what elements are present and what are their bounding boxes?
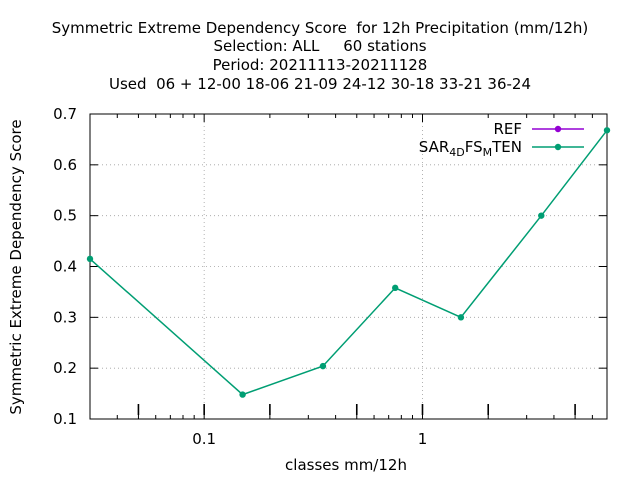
title-line-2: Selection: ALL 60 stations [213,37,427,55]
x-tick-label-0: 0.1 [192,430,216,448]
legend-label-1: SAR4DFSMTEN [419,138,522,159]
title-line-4: Used 06 + 12-00 18-06 21-09 24-12 30-18 … [109,75,531,93]
legend-marker-0 [554,125,562,133]
y-tick-label-0: 0.1 [53,410,77,428]
data-point-1-6 [603,127,611,134]
y-tick-label-5: 0.6 [53,156,77,174]
y-tick-label-2: 0.3 [53,308,77,326]
title-line-1: Symmetric Extreme Dependency Score for 1… [51,19,589,37]
data-point-1-5 [538,212,545,219]
y-tick-label-3: 0.4 [53,258,77,276]
x-tick-label-1: 1 [418,430,428,448]
plot-frame [89,113,608,420]
legend-label-0: REF [493,120,522,138]
y-tick-label-6: 0.7 [53,105,77,123]
data-point-1-4 [457,314,465,321]
legend-marker-1 [554,143,562,151]
y-tick-label-1: 0.2 [53,359,77,377]
data-point-1-0 [86,255,94,263]
x-axis-label: classes mm/12h [285,456,407,474]
title-line-3: Period: 20211113-20211128 [212,56,428,74]
series-line-1 [89,129,608,396]
data-point-1-3 [392,284,399,292]
y-tick-label-4: 0.5 [53,207,77,225]
data-point-1-2 [319,362,327,370]
data-point-1-1 [239,391,246,398]
y-axis-label: Symmetric Extreme Dependency Score [7,119,25,415]
